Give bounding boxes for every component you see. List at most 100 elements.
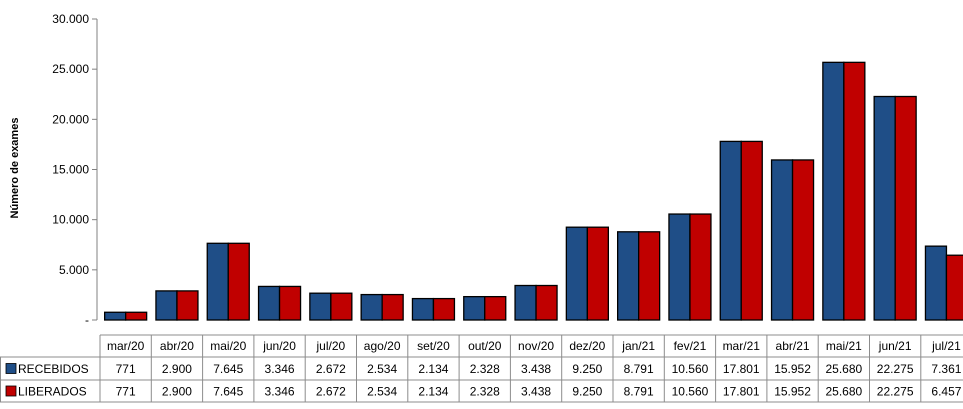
- bar-liberados-nov-20: [535, 284, 558, 321]
- bar-recebidos-jun-20: [257, 285, 281, 321]
- table-value-recebidos: 7.361: [931, 362, 961, 376]
- table-value-liberados: 15.952: [774, 385, 811, 399]
- bar-recebidos-set-20: [411, 297, 435, 321]
- table-value-liberados: 9.250: [572, 385, 602, 399]
- table-value-liberados: 3.438: [521, 385, 551, 399]
- legend-label-recebidos: RECEBIDOS: [18, 362, 89, 376]
- table-category-label: jul/21: [931, 339, 961, 353]
- table-category-label: mar/21: [723, 339, 761, 353]
- bar-recebidos-jul-20: [309, 292, 332, 321]
- bar-liberados-abr-20: [176, 290, 199, 321]
- table-value-liberados: 8.791: [624, 385, 654, 399]
- bar-liberados-mar-20: [125, 311, 148, 321]
- table-value-recebidos: 8.791: [624, 362, 654, 376]
- y-tick-label: 20.000: [52, 112, 89, 126]
- table-category-label: ago/20: [364, 339, 401, 353]
- table-category-label: mai/21: [826, 339, 862, 353]
- table-value-recebidos: 22.275: [877, 362, 914, 376]
- table-category-label: set/20: [417, 339, 450, 353]
- bar-recebidos-abr-20: [155, 290, 178, 321]
- table-value-recebidos: 2.900: [162, 362, 192, 376]
- table-value-liberados: 2.900: [162, 385, 192, 399]
- table-category-label: fev/21: [674, 339, 707, 353]
- bar-liberados-mai-21: [843, 61, 866, 321]
- bars: [104, 61, 963, 321]
- bar-recebidos-fev-21: [668, 213, 691, 321]
- bar-recebidos-jul-21: [924, 245, 948, 321]
- bar-recebidos-mar-21: [719, 140, 742, 321]
- bar-recebidos-mai-20: [206, 242, 229, 321]
- table-value-recebidos: 7.645: [213, 362, 243, 376]
- table-value-recebidos: 25.680: [825, 362, 862, 376]
- table-category-label: abr/21: [776, 339, 810, 353]
- bar-recebidos-mai-21: [822, 61, 845, 321]
- bar-recebidos-nov-20: [514, 284, 537, 321]
- bar-liberados-set-20: [432, 297, 456, 321]
- table-category-label: jan/21: [621, 339, 655, 353]
- y-tick-label: 30.000: [52, 12, 89, 26]
- table-value-recebidos: 2.534: [367, 362, 397, 376]
- table-value-liberados: 10.560: [672, 385, 709, 399]
- table-value-liberados: 17.801: [723, 385, 760, 399]
- table-value-liberados: 22.275: [877, 385, 914, 399]
- table-value-liberados: 6.457: [931, 385, 961, 399]
- bar-liberados-mar-21: [740, 140, 763, 321]
- bar-recebidos-dez-20: [565, 226, 588, 321]
- table-value-liberados: 2.672: [316, 385, 346, 399]
- table-category-label: jun/21: [878, 339, 912, 353]
- table-value-liberados: 25.680: [825, 385, 862, 399]
- bar-liberados-jun-21: [894, 95, 917, 321]
- table-category-label: jun/20: [262, 339, 296, 353]
- y-tick-label: 10.000: [52, 213, 89, 227]
- bar-liberados-ago-20: [381, 293, 404, 321]
- y-tick-label: 15.000: [52, 163, 89, 177]
- bar-liberados-jan-21: [638, 231, 661, 321]
- table-value-recebidos: 2.134: [418, 362, 448, 376]
- bar-liberados-mai-20: [227, 242, 250, 321]
- bar-liberados-dez-20: [586, 226, 609, 321]
- bar-liberados-jul-20: [330, 292, 353, 321]
- table-category-label: jul/20: [316, 339, 346, 353]
- table-value-recebidos: 10.560: [672, 362, 709, 376]
- bar-recebidos-jun-21: [873, 95, 896, 321]
- table-value-liberados: 2.328: [470, 385, 500, 399]
- table-value-recebidos: 9.250: [572, 362, 602, 376]
- legend-swatch-recebidos: [5, 363, 17, 374]
- y-tick-label: -: [85, 313, 89, 327]
- bar-liberados-jul-21: [945, 254, 963, 321]
- y-tick-label: 5.000: [59, 263, 89, 277]
- legend-swatch-liberados: [5, 385, 17, 397]
- table-value-liberados: 2.534: [367, 385, 397, 399]
- table-value-liberados: 3.346: [265, 385, 295, 399]
- table-value-recebidos: 2.328: [470, 362, 500, 376]
- bar-recebidos-abr-21: [770, 159, 794, 321]
- bar-liberados-fev-21: [689, 213, 712, 321]
- bar-recebidos-mar-20: [104, 311, 127, 321]
- bar-liberados-abr-21: [791, 159, 815, 321]
- table-value-recebidos: 3.438: [521, 362, 551, 376]
- table-category-label: out/20: [468, 339, 502, 353]
- table-category-label: abr/20: [160, 339, 194, 353]
- table-category-label: mai/20: [210, 339, 246, 353]
- legend-label-liberados: LIBERADOS: [18, 385, 87, 399]
- table-value-liberados: 7.645: [213, 385, 243, 399]
- bar-recebidos-jan-21: [617, 231, 640, 321]
- table-value-recebidos: 2.672: [316, 362, 346, 376]
- bar-liberados-jun-20: [278, 285, 302, 321]
- bar-liberados-out-20: [484, 295, 507, 321]
- bar-recebidos-out-20: [463, 295, 486, 321]
- data-table: mar/20 abr/20 mai/20 jun/20 jul/20 ago/20 set/…: [0, 334, 963, 403]
- bar-recebidos-ago-20: [360, 293, 383, 321]
- y-axis: - 5.000 10.000 15.000 20.000 25.000 30.000: [52, 12, 98, 327]
- table-category-label: nov/20: [518, 339, 554, 353]
- table-value-recebidos: 771: [116, 362, 136, 376]
- table-value-recebidos: 15.952: [774, 362, 811, 376]
- table-value-liberados: 2.134: [418, 385, 448, 399]
- table-category-label: mar/20: [107, 339, 145, 353]
- y-tick-label: 25.000: [52, 62, 89, 76]
- table-value-liberados: 771: [116, 385, 136, 399]
- y-axis-label: Número de exames: [9, 118, 21, 219]
- table-category-label: dez/20: [569, 339, 605, 353]
- table-value-recebidos: 17.801: [723, 362, 760, 376]
